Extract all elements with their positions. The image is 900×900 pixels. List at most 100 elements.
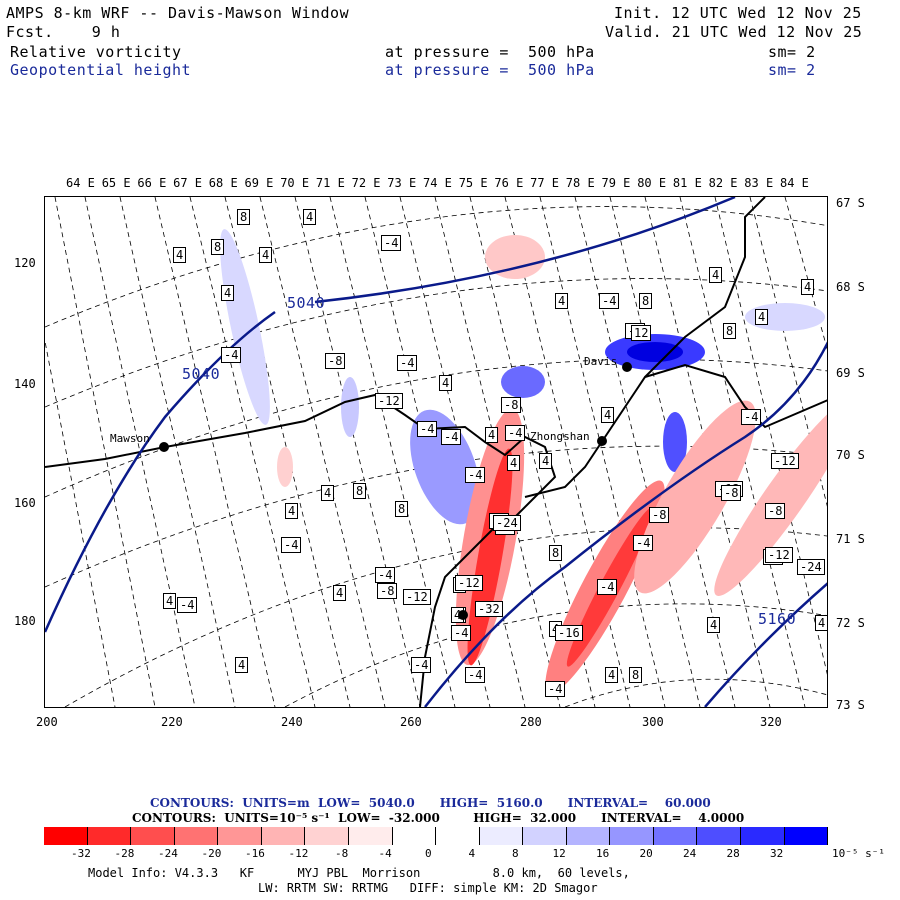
vorticity-contour-label: -4	[599, 293, 620, 309]
colorbar-tick: -32	[71, 847, 91, 860]
vorticity-contour-label: -8	[325, 353, 346, 369]
colorbar-swatch	[174, 827, 219, 845]
lon-label: 68 E	[208, 176, 238, 190]
coastline-north	[644, 197, 766, 378]
vorticity-contour-label: 4	[601, 407, 615, 423]
valid-time: Valid. 21 UTC Wed 12 Nov 25	[605, 23, 863, 41]
vorticity-contour-label: -4	[177, 597, 198, 613]
vorticity-contour-label: -24	[493, 515, 521, 531]
x-tick: 320	[760, 715, 782, 729]
vorticity-contour-label: 8	[395, 501, 409, 517]
vorticity-contour-label: -8	[649, 507, 670, 523]
colorbar	[44, 827, 829, 845]
vorticity-contour-label: -4	[375, 567, 396, 583]
colorbar-tick: 16	[596, 847, 610, 860]
colorbar-tick: 28	[726, 847, 740, 860]
colorbar-swatch	[261, 827, 306, 845]
init-time: Init. 12 UTC Wed 12 Nov 25	[614, 4, 862, 22]
height-label-5040-b: 5040	[182, 365, 221, 383]
vorticity-contour-label: 4	[303, 209, 317, 225]
vorticity-contour-label: 8	[353, 483, 367, 499]
x-tick: 260	[400, 715, 422, 729]
x-tick: 220	[161, 715, 183, 729]
vorticity-contour-label: -4	[633, 535, 654, 551]
vorticity-contour-label: -12	[765, 547, 793, 563]
lat-label: 71 S	[836, 532, 865, 546]
vorticity-contour-label: 4	[709, 267, 723, 283]
zhongshan-label: Zhongshan	[530, 430, 590, 443]
colorbar-tick: 32	[770, 847, 784, 860]
lon-label: 66 E	[137, 176, 167, 190]
vorticity-contour-label: 4	[285, 503, 299, 519]
field1-name: Relative vorticity	[10, 43, 182, 61]
model-info-physics: LW: RRTM SW: RRTMG DIFF: simple KM: 2D S…	[258, 881, 598, 895]
x-tick: 240	[281, 715, 303, 729]
vorticity-contour-label: -4	[451, 625, 472, 641]
vorticity-contour-label: 4	[707, 617, 721, 633]
vorticity-contour-label: -16	[555, 625, 583, 641]
colorbar-tick: 0	[425, 847, 432, 860]
vorticity-contour-label: -4	[545, 681, 566, 697]
vorticity-contour-label: -8	[765, 503, 786, 519]
vorticity-contour-label: 8	[237, 209, 251, 225]
colorbar-tick: -8	[335, 847, 349, 860]
field2-level: at pressure = 500 hPa	[385, 61, 595, 79]
y-tick: 160	[14, 496, 36, 510]
vorticity-contour-label: -8	[721, 485, 742, 501]
colorbar-tick: 24	[683, 847, 697, 860]
vorticity-contour-label: 4	[173, 247, 187, 263]
vorticity-contour-label: -12	[455, 575, 483, 591]
lat-label: 69 S	[836, 366, 865, 380]
lon-label: 70 E	[280, 176, 310, 190]
vorticity-contour-label: 4	[507, 455, 521, 471]
vorticity-contour-label: -4	[397, 355, 418, 371]
vorticity-contour-label: -4	[465, 467, 486, 483]
lon-label: 83 E	[744, 176, 774, 190]
coastline	[45, 393, 557, 707]
lon-label: 77 E	[530, 176, 559, 190]
field2-smoothing: sm= 2	[768, 61, 816, 79]
vorticity-contour-label: 4	[539, 453, 553, 469]
vorticity-contour-label: -4	[411, 657, 432, 673]
lon-label: 84 E	[780, 176, 809, 190]
colorbar-swatch	[784, 827, 829, 845]
lon-label: 69 E	[244, 176, 274, 190]
vorticity-contour-label: -12	[771, 453, 799, 469]
field1-level: at pressure = 500 hPa	[385, 43, 595, 61]
vorticity-contour-label: 4	[605, 667, 619, 683]
vorticity-contour-label: -4	[441, 429, 462, 445]
colorbar-tick: 4	[468, 847, 476, 860]
vorticity-contour-label: 8	[211, 239, 225, 255]
vorticity-contour-label: 8	[723, 323, 737, 339]
colorbar-swatch	[218, 827, 262, 845]
height-label-5160: 5160	[758, 610, 797, 628]
lon-label: 79 E	[601, 176, 631, 190]
vorticity-contour-label: -12	[403, 589, 431, 605]
colorbar-tick: -24	[158, 847, 178, 860]
y-tick: 120	[14, 256, 36, 270]
field2-name: Geopotential height	[10, 61, 192, 79]
colorbar-tick: -4	[378, 847, 392, 860]
colorbar-tick: -20	[201, 847, 222, 860]
map-panel: 84484-4444-484-4-8-44-884-12-4-44-4412-8…	[44, 196, 828, 708]
vorticity-contour-label: -4	[221, 347, 242, 363]
lon-label: 78 E	[565, 176, 595, 190]
vorticity-contour-label: 4	[333, 585, 347, 601]
vorticity-contour-label: -4	[597, 579, 618, 595]
contours-height-info: CONTOURS: UNITS=m LOW= 5040.0 HIGH= 5160…	[150, 796, 711, 810]
vorticity-contour-label: -12	[375, 393, 403, 409]
height-label-5040-a: 5040	[287, 294, 326, 312]
lon-label: 71 E	[315, 176, 345, 190]
vorticity-contour-label: 4	[235, 657, 249, 673]
zhongshan-station-marker	[597, 436, 607, 446]
vorticity-contour-label: -8	[377, 583, 398, 599]
colorbar-unit: 10⁻⁵ s⁻¹	[832, 847, 885, 860]
y-tick: 140	[14, 377, 36, 391]
colorbar-tick: -16	[245, 847, 265, 860]
lon-label: 73 E	[387, 176, 417, 190]
vorticity-contour-label: -24	[797, 559, 825, 575]
colorbar-tick: -12	[288, 847, 309, 860]
vorticity-contour-label: 4	[221, 285, 235, 301]
vorticity-contour-label: 8	[639, 293, 653, 309]
lon-label: 65 E	[101, 176, 131, 190]
